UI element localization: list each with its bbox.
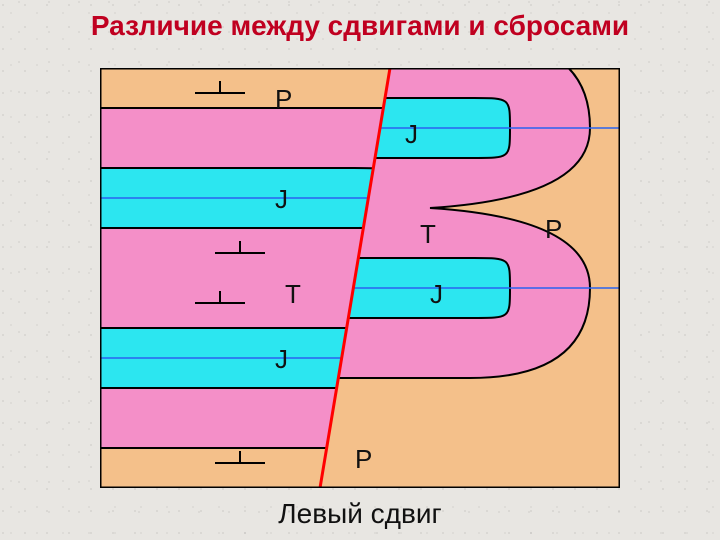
layer-label: J: [430, 279, 443, 309]
title-text: Различие между сдвигами и сбросами: [91, 10, 629, 41]
layer-label: J: [275, 344, 288, 374]
page: Различие между сдвигами и сбросами PJTJP…: [0, 0, 720, 540]
geology-diagram: PJTJPJTJP: [100, 68, 620, 488]
diagram-svg: PJTJPJTJP: [100, 68, 620, 488]
layer-label: T: [420, 219, 436, 249]
layer-label: J: [405, 119, 418, 149]
caption-text: Левый сдвиг: [278, 498, 441, 529]
page-title: Различие между сдвигами и сбросами: [0, 10, 720, 42]
caption: Левый сдвиг: [0, 498, 720, 530]
layer-label: P: [275, 84, 292, 114]
layer-label: J: [275, 184, 288, 214]
layer-label: P: [355, 444, 372, 474]
layer-label: P: [545, 214, 562, 244]
layer-label: T: [285, 279, 301, 309]
